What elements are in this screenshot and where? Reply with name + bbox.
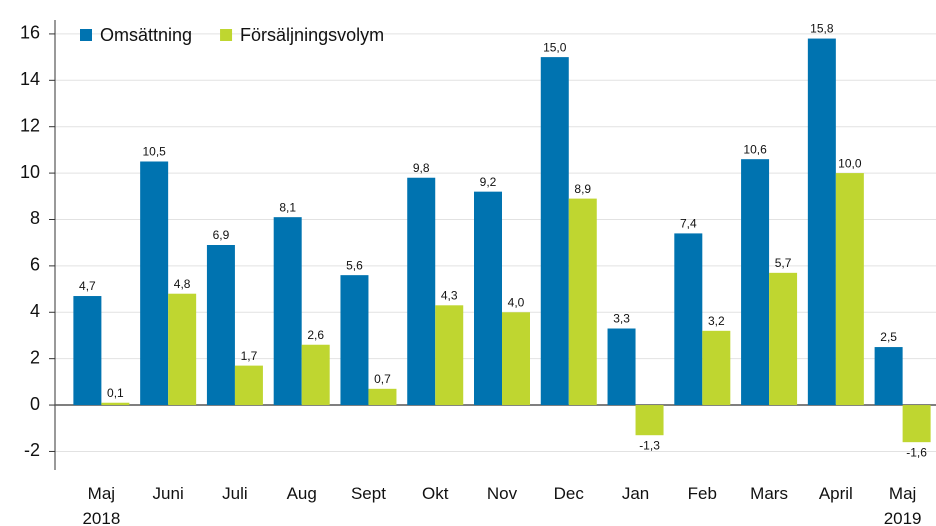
value-label: 5,6 xyxy=(346,258,363,272)
value-label: -1,3 xyxy=(639,438,660,452)
y-tick-label: 0 xyxy=(30,394,40,414)
bar xyxy=(635,405,664,436)
value-label: 9,8 xyxy=(413,161,430,175)
value-label: 4,8 xyxy=(174,277,191,291)
bar xyxy=(73,296,102,406)
value-label: 0,7 xyxy=(374,372,391,386)
y-tick-label: 10 xyxy=(20,162,40,182)
bar xyxy=(502,312,530,406)
bar xyxy=(340,275,369,406)
y-tick-label: 8 xyxy=(30,208,40,228)
y-tick-label: 4 xyxy=(30,301,40,321)
bar xyxy=(368,388,397,406)
value-label: 15,8 xyxy=(810,22,834,36)
value-label: 10,6 xyxy=(743,142,767,156)
bar xyxy=(168,293,197,406)
bar xyxy=(568,198,597,406)
bar xyxy=(206,245,235,406)
bar xyxy=(835,173,864,406)
bar xyxy=(702,330,731,406)
bar xyxy=(234,365,263,406)
x-tick-label: Okt xyxy=(421,484,449,503)
bar xyxy=(902,405,931,443)
bar xyxy=(607,328,636,406)
x-tick-label: Feb xyxy=(687,484,717,503)
bar xyxy=(435,305,464,406)
x-tick-label: Sept xyxy=(350,484,386,503)
legend-label: Försäljningsvolym xyxy=(240,25,384,45)
x-tick-label: Nov xyxy=(486,484,518,503)
bar xyxy=(769,272,798,406)
value-label: 7,4 xyxy=(680,217,697,231)
x-tick-label: Maj 2019 xyxy=(883,484,922,526)
value-label: 0,1 xyxy=(107,386,124,400)
value-label: 2,5 xyxy=(880,330,897,344)
value-label: 4,7 xyxy=(79,279,96,293)
x-tick-label: Juni xyxy=(152,484,184,503)
bar xyxy=(874,347,903,406)
value-label: 15,0 xyxy=(543,40,567,54)
bar xyxy=(741,159,770,406)
bar xyxy=(273,217,302,406)
x-tick-label: Aug xyxy=(286,484,317,503)
value-label: 10,5 xyxy=(142,145,166,159)
x-tick-label: Dec xyxy=(553,484,584,503)
value-label: 3,2 xyxy=(708,314,725,328)
bar xyxy=(474,191,502,406)
bar xyxy=(674,233,703,406)
y-tick-label: 12 xyxy=(20,115,40,135)
y-tick-label: 2 xyxy=(30,347,40,367)
bar xyxy=(301,344,330,406)
y-tick-label: 16 xyxy=(20,23,40,43)
value-label: 1,7 xyxy=(241,349,258,363)
y-tick-label: 14 xyxy=(20,69,40,89)
legend-swatch xyxy=(80,29,92,41)
x-tick-label: April xyxy=(818,484,853,503)
value-label: 9,2 xyxy=(480,175,497,189)
value-label: 8,1 xyxy=(279,200,296,214)
legend-label: Omsättning xyxy=(100,25,192,45)
y-tick-label: -2 xyxy=(24,440,40,460)
x-tick-label: Jan xyxy=(621,484,650,503)
value-label: 4,3 xyxy=(441,288,458,302)
value-label: 4,0 xyxy=(508,295,525,309)
x-tick-label: Maj 2018 xyxy=(82,484,121,526)
value-label: -1,6 xyxy=(906,445,927,459)
value-label: 3,3 xyxy=(613,312,630,326)
x-tick-label: Mars xyxy=(750,484,788,503)
legend-swatch xyxy=(220,29,233,41)
value-label: 2,6 xyxy=(307,328,324,342)
value-label: 5,7 xyxy=(775,256,792,270)
bar xyxy=(540,57,569,406)
value-label: 6,9 xyxy=(213,228,230,242)
value-label: 8,9 xyxy=(574,182,591,196)
bar xyxy=(101,402,130,406)
x-tick-label: Juli xyxy=(222,484,248,503)
y-tick-label: 6 xyxy=(30,255,40,275)
bar xyxy=(807,38,836,406)
value-label: 10,0 xyxy=(838,156,862,170)
bar xyxy=(140,161,169,406)
bar xyxy=(407,177,436,406)
